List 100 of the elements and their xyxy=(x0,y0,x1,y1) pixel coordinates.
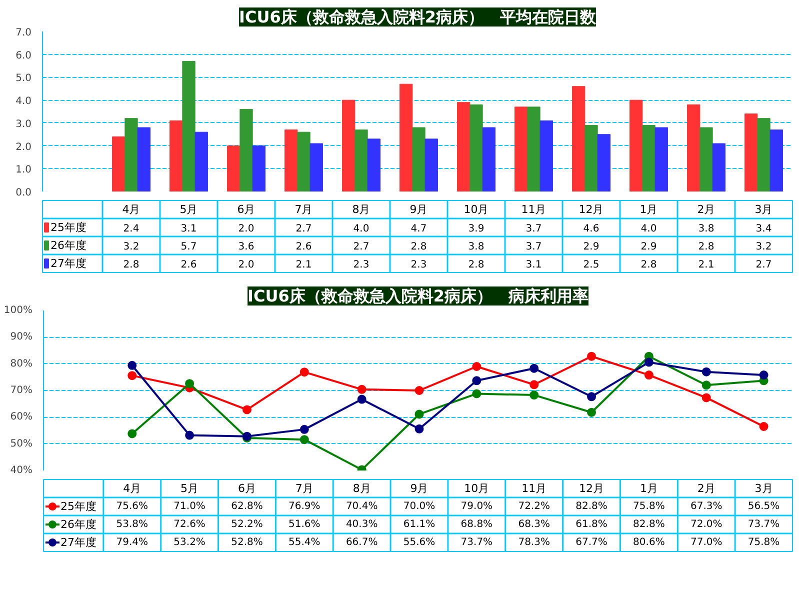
data-label: 71.0% xyxy=(174,501,206,512)
data-label: 78.3% xyxy=(518,537,550,548)
data-label: 2.5 xyxy=(583,260,600,270)
bar xyxy=(572,86,586,192)
data-label: 2.3 xyxy=(353,260,370,270)
x-tick-label: 6月 xyxy=(238,482,256,495)
data-label: 2.0 xyxy=(238,260,254,270)
point xyxy=(300,424,309,434)
x-tick-label: 11月 xyxy=(522,482,547,495)
x-tick-label: 12月 xyxy=(578,203,604,216)
data-label: 68.8% xyxy=(460,519,493,530)
point xyxy=(300,368,309,377)
data-label: 51.6% xyxy=(288,519,320,530)
data-label: 67.3% xyxy=(690,501,722,512)
data-label: 2.6 xyxy=(296,242,312,252)
point xyxy=(185,430,194,440)
data-label: 67.7% xyxy=(576,537,608,548)
point xyxy=(128,371,137,380)
bar xyxy=(412,127,426,192)
data-label: 3.7 xyxy=(526,242,542,252)
bar xyxy=(124,118,138,192)
x-tick-label: 8月 xyxy=(352,203,370,216)
point xyxy=(300,435,309,444)
data-label: 3.2 xyxy=(123,242,140,252)
data-label: 2.8 xyxy=(410,242,427,252)
point xyxy=(472,362,482,371)
data-label: 40.3% xyxy=(346,519,378,530)
data-label: 75.6% xyxy=(116,501,148,512)
point xyxy=(702,367,711,376)
data-label: 72.0% xyxy=(690,519,722,530)
data-label: 2.3 xyxy=(410,260,427,270)
bar xyxy=(367,138,380,192)
point xyxy=(587,352,596,361)
data-label: 75.8% xyxy=(748,537,780,548)
legend-label: 27年度 xyxy=(50,257,86,270)
bar xyxy=(194,132,208,192)
data-label: 53.2% xyxy=(174,537,206,548)
bar xyxy=(170,120,183,192)
data-label: 73.7% xyxy=(460,537,493,548)
point xyxy=(185,379,194,388)
point xyxy=(587,392,596,402)
bar xyxy=(654,127,668,192)
data-label: 3.7 xyxy=(526,224,542,234)
data-label: 77.0% xyxy=(690,537,722,548)
bar xyxy=(112,136,126,192)
data-label: 52.8% xyxy=(231,537,263,548)
x-tick-label: 1月 xyxy=(640,482,658,495)
data-label: 3.4 xyxy=(756,224,772,234)
data-label: 2.6 xyxy=(180,260,197,270)
x-tick-label: 2月 xyxy=(697,482,716,495)
y-tick-label: 3.0 xyxy=(16,118,32,130)
bar xyxy=(482,127,496,192)
data-label: 73.7% xyxy=(748,519,780,530)
data-label: 61.8% xyxy=(576,519,608,530)
x-tick-label: 9月 xyxy=(410,203,428,216)
point xyxy=(702,380,711,390)
x-tick-label: 4月 xyxy=(123,482,142,495)
data-label: 2.8 xyxy=(468,260,484,270)
bar xyxy=(470,104,483,192)
point xyxy=(357,394,366,404)
legend-label: 26年度 xyxy=(60,518,96,531)
legend-label: 25年度 xyxy=(60,500,96,513)
data-label: 55.4% xyxy=(288,537,320,548)
point xyxy=(644,370,654,380)
data-label: 79.0% xyxy=(460,501,493,512)
point xyxy=(472,376,482,386)
data-label: 2.1 xyxy=(296,260,312,270)
y-tick-label: 60% xyxy=(10,412,33,423)
point xyxy=(242,405,252,414)
y-tick-label: 6.0 xyxy=(16,50,32,62)
data-label: 82.8% xyxy=(576,501,608,512)
data-label: 3.1 xyxy=(526,260,542,270)
bar xyxy=(757,118,770,192)
data-label: 80.6% xyxy=(633,537,665,548)
x-tick-label: 3月 xyxy=(754,482,773,495)
bar xyxy=(770,130,783,192)
point xyxy=(128,360,137,370)
data-label: 2.9 xyxy=(583,242,600,252)
legend-label: 27年度 xyxy=(60,536,96,549)
y-tick-label: 1.0 xyxy=(16,164,32,176)
data-label: 3.2 xyxy=(756,242,772,252)
bar xyxy=(712,143,726,192)
data-label: 56.5% xyxy=(748,501,780,512)
point xyxy=(414,386,424,395)
x-tick-label: 10月 xyxy=(464,482,490,495)
point xyxy=(644,358,654,367)
bar xyxy=(527,106,540,192)
x-tick-label: 7月 xyxy=(294,203,313,216)
x-tick-label: 6月 xyxy=(237,203,256,216)
y-tick-label: 80% xyxy=(10,358,33,370)
data-label: 52.2% xyxy=(231,519,263,530)
bar xyxy=(182,60,196,192)
data-label: 2.7 xyxy=(756,260,772,270)
data-label: 4.6 xyxy=(583,224,600,234)
data-label: 2.1 xyxy=(698,260,714,270)
bar xyxy=(630,100,643,192)
chart-title: ICU6床（救命救急入院料2病床） 平均在院日数 xyxy=(239,8,597,26)
legend-label: 25年度 xyxy=(50,221,86,234)
bar xyxy=(687,104,700,192)
point xyxy=(530,380,539,390)
